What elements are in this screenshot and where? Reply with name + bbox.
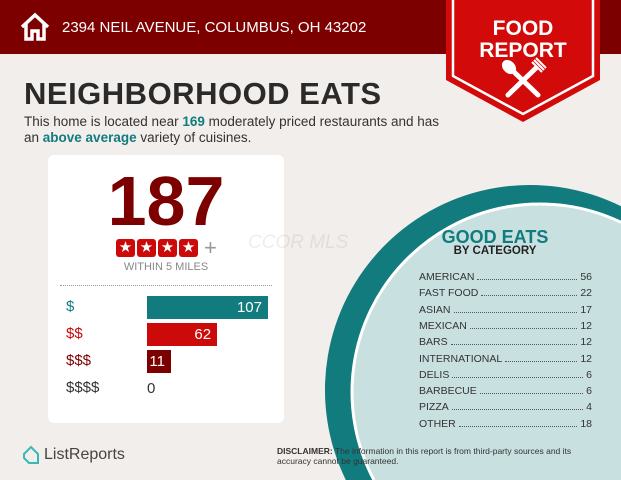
category-name: ASIAN — [419, 303, 451, 316]
variety-level: above average — [42, 130, 137, 145]
leader-dots — [451, 409, 584, 411]
category-row: FAST FOOD 22 — [419, 283, 592, 299]
category-count: 17 — [580, 303, 592, 316]
category-row: ASIAN 17 — [419, 300, 592, 316]
star-icon: ★ — [179, 239, 198, 257]
rating-plus: + — [204, 235, 217, 260]
category-name: INTERNATIONAL — [419, 352, 503, 365]
fork-spoon-icon — [505, 65, 541, 98]
category-count: 12 — [580, 352, 592, 365]
star-icon: ★ — [158, 239, 177, 257]
total-count: 187 — [107, 162, 225, 240]
price-level-label: $$ — [66, 325, 83, 342]
category-name: BARS — [419, 336, 448, 349]
category-name: AMERICAN — [419, 271, 475, 283]
subtitle-text: moderately priced restaurants and has an — [24, 114, 440, 145]
price-level-bar: 0 — [147, 380, 156, 397]
food-report-badge — [446, 0, 600, 122]
listreports-logo: ListReports — [22, 445, 125, 465]
leader-dots — [458, 425, 578, 427]
logo-text: ListReports — [44, 446, 125, 463]
within-label: WITHIN 5 MILES — [123, 261, 209, 273]
divider — [60, 285, 272, 286]
leader-dots — [452, 376, 584, 378]
category-row: AMERICAN 56 — [419, 267, 592, 283]
home-icon — [20, 12, 50, 41]
category-row: INTERNATIONAL 12 — [419, 349, 592, 365]
category-name: MEXICAN — [419, 319, 467, 332]
subtitle-text: This home is located near — [24, 114, 183, 129]
category-circle-outline — [350, 202, 621, 480]
disclaimer: DISCLAIMER: The information in this repo… — [277, 446, 607, 466]
category-name: BARBECUE — [419, 385, 477, 398]
subtitle-text: variety of cuisines. — [136, 130, 252, 145]
category-count: 6 — [586, 385, 592, 398]
badge-line2: REPORT — [479, 39, 567, 62]
category-count: 12 — [580, 336, 592, 349]
leader-dots — [481, 295, 578, 297]
category-count: 6 — [586, 368, 592, 381]
leader-dots — [453, 311, 578, 313]
category-count: 56 — [580, 271, 592, 283]
price-level-label: $ — [66, 298, 75, 315]
category-row: MEXICAN 12 — [419, 316, 592, 332]
summary-card: 187 ★ ★ ★ ★ + WITHIN 5 MILES $107 $$ 62 $$$ 11 $$… — [48, 155, 284, 423]
disclaimer-text: The information in this report is from t… — [277, 446, 572, 466]
category-count: 12 — [580, 319, 592, 332]
restaurant-count: 169 — [182, 114, 205, 129]
category-row: BARS 12 — [419, 332, 592, 348]
leader-dots — [479, 393, 584, 395]
category-row: OTHER 18 — [419, 414, 592, 430]
price-level-bar: 11 — [147, 350, 171, 373]
price-level-label: $$$ — [66, 352, 92, 369]
house-logo-icon — [23, 445, 39, 464]
star-rating: ★ ★ ★ ★ + — [116, 235, 217, 261]
category-circle — [352, 203, 621, 480]
price-level-bar: 62 — [147, 323, 218, 346]
price-level-bar: 107 — [147, 296, 268, 319]
categories-subtitle: BY CATEGORY — [453, 245, 537, 257]
leader-dots — [469, 327, 578, 329]
category-count: 22 — [580, 287, 592, 300]
star-icon: ★ — [137, 239, 156, 257]
badge-line1: FOOD — [492, 17, 554, 40]
subtitle: This home is located near 169 moderately… — [24, 114, 444, 146]
category-row: PIZZA 4 — [419, 397, 592, 413]
disclaimer-label: DISCLAIMER: — [277, 446, 333, 456]
star-icon: ★ — [116, 239, 135, 257]
category-name: OTHER — [419, 417, 456, 430]
leader-dots — [477, 279, 578, 280]
leader-dots — [505, 360, 578, 362]
category-name: DELIS — [419, 368, 450, 381]
category-count: 18 — [580, 417, 592, 430]
watermark: CCOR MLS — [248, 232, 349, 253]
category-row: BARBECUE 6 — [419, 381, 592, 397]
category-name: FAST FOOD — [419, 287, 479, 300]
price-level-label: $$$$ — [66, 379, 100, 396]
address: 2394 NEIL AVENUE, COLUMBUS, OH 43202 — [62, 19, 367, 36]
category-row: DELIS 6 — [419, 365, 592, 381]
categories-title: GOOD EATS — [441, 227, 549, 247]
category-name: PIZZA — [419, 401, 449, 414]
leader-dots — [450, 344, 578, 346]
category-count: 4 — [586, 401, 592, 414]
page-title: NEIGHBORHOOD EATS — [24, 76, 382, 111]
